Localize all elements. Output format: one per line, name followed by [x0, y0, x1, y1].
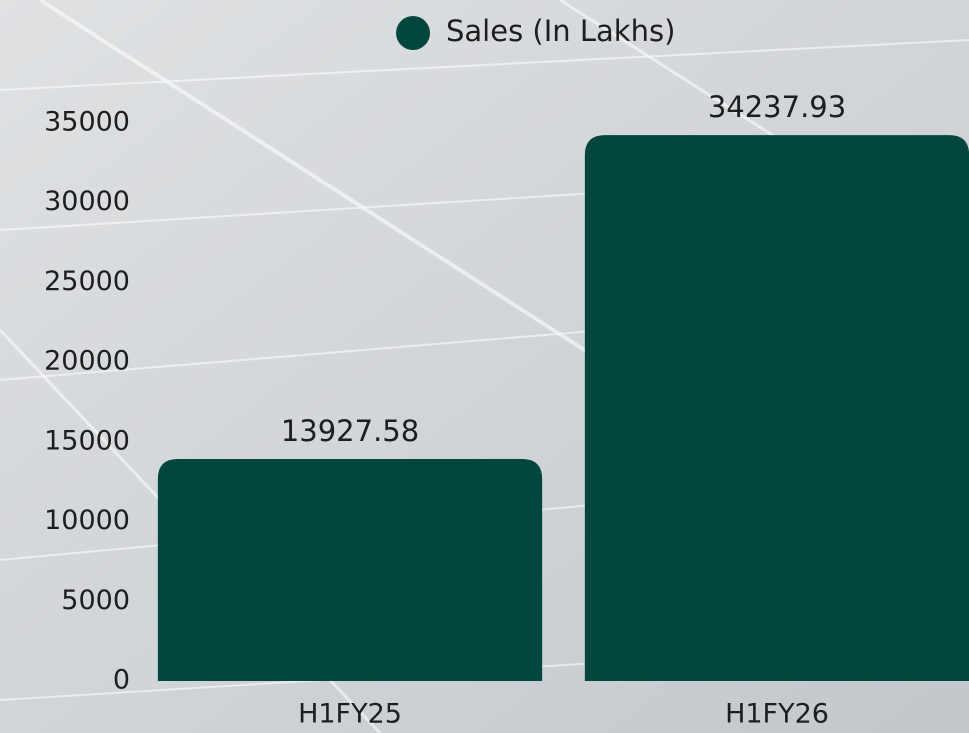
- y-tick-label: 20000: [44, 346, 130, 377]
- y-tick-label: 10000: [44, 505, 130, 536]
- legend-label: Sales (In Lakhs): [446, 14, 675, 48]
- y-tick-label: 25000: [44, 266, 130, 297]
- x-tick-label: H1FY25: [298, 699, 402, 730]
- y-tick-label: 35000: [44, 107, 130, 138]
- y-tick-label: 0: [113, 665, 130, 696]
- y-tick-label: 5000: [61, 585, 130, 616]
- legend-marker: [396, 16, 430, 50]
- x-tick-label: H1FY26: [725, 699, 829, 730]
- bar: [157, 458, 543, 681]
- y-tick-label: 30000: [44, 186, 130, 217]
- data-label: 34237.93: [708, 90, 846, 124]
- bar: [584, 135, 969, 681]
- y-tick-label: 15000: [44, 425, 130, 456]
- data-label: 13927.58: [281, 414, 419, 448]
